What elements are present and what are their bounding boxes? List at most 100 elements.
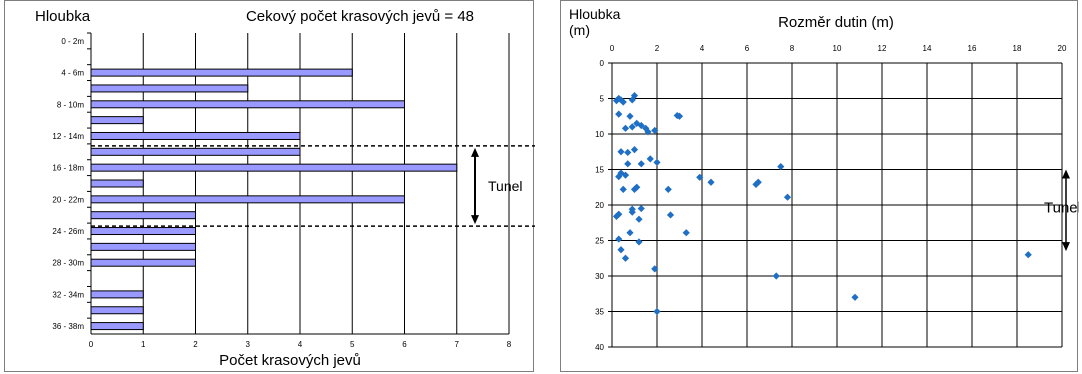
y-tick-label: 15 [595, 166, 604, 175]
bar [90, 195, 405, 204]
data-point [624, 148, 632, 157]
x-tick-label: 12 [878, 44, 887, 53]
data-point [664, 185, 672, 193]
x-tick-label: 18 [1013, 44, 1022, 53]
chart-title: Rozměr dutin (m) [778, 14, 894, 31]
bar [90, 290, 144, 299]
y-tick-label: 5 [600, 95, 605, 104]
y-tick-label: 30 [595, 272, 604, 281]
data-point [619, 98, 627, 106]
y-axis-label: Hloubka [35, 8, 91, 25]
x-tick-label: 8 [507, 340, 512, 349]
data-point [682, 229, 690, 237]
y-tick-label: 20 [595, 201, 604, 210]
bar [90, 322, 144, 331]
data-point [696, 173, 704, 181]
data-point [637, 160, 645, 168]
data-point [1024, 251, 1032, 259]
data-point [772, 272, 780, 280]
data-point [626, 229, 634, 237]
data-point [644, 128, 652, 136]
bar-chart: Hloubka Cekový počet krasových jevů = 48 0… [35, 8, 535, 369]
data-point [612, 212, 621, 220]
data-point [633, 183, 641, 191]
y-axis-label-line1: Hloubka [569, 6, 621, 22]
data-point [621, 124, 630, 132]
bar [90, 242, 196, 251]
scatter-chart-panel: Hloubka (m) Rozměr dutin (m) 0 2 4 6 8 10 12 14 16 1… [560, 0, 1079, 372]
data-point [851, 293, 859, 301]
category-label: 8 - 10m [57, 100, 84, 109]
x-tick-label: 8 [790, 44, 795, 53]
data-point [653, 158, 661, 166]
x-tick-label: 20 [1058, 44, 1067, 53]
data-point [777, 163, 785, 171]
bar [90, 116, 144, 125]
data-point [651, 265, 659, 273]
data-point [628, 123, 636, 131]
data-point [615, 110, 623, 118]
data-point [783, 193, 792, 201]
data-point [617, 148, 625, 156]
tunnel-label: Tunel [488, 178, 523, 194]
data-point [635, 238, 643, 246]
x-tick-label: 10 [833, 44, 842, 53]
y-axis-label-line2: (m) [569, 22, 590, 38]
y-tick-label: 0 [600, 59, 605, 68]
x-tick-label: 0 [89, 340, 94, 349]
data-point [630, 146, 639, 154]
data-point [635, 215, 643, 223]
data-point [666, 211, 675, 219]
data-point [637, 121, 645, 130]
bar [90, 147, 301, 156]
data-point [637, 204, 645, 213]
x-tick-label: 4 [700, 44, 705, 53]
y-tick-label: 35 [595, 308, 604, 317]
category-label: 0 - 2m [61, 37, 84, 46]
x-tick-label: 2 [193, 340, 198, 349]
x-tick-label: 4 [298, 340, 303, 349]
data-point [624, 160, 632, 168]
y-tick-label: 25 [595, 237, 604, 246]
bar [90, 179, 144, 188]
data-point [626, 112, 634, 120]
category-label: 36 - 38m [52, 322, 84, 331]
bar [90, 227, 196, 236]
data-point [615, 235, 623, 243]
bar [90, 163, 458, 172]
bar-chart-panel: Hloubka Cekový počet krasových jevů = 48 0… [4, 0, 535, 372]
category-label: 4 - 6m [61, 69, 84, 78]
data-point [653, 307, 661, 316]
x-axis-label: Počet krasových jevů [219, 352, 361, 369]
bar [90, 211, 196, 220]
x-tick-label: 14 [923, 44, 932, 53]
data-point [628, 96, 636, 104]
bar [90, 68, 353, 77]
x-tick-label: 6 [402, 340, 407, 349]
bar [90, 258, 196, 267]
y-tick-label: 10 [595, 130, 604, 139]
data-point [615, 173, 623, 181]
category-label: 20 - 22m [52, 195, 84, 204]
bar [90, 131, 301, 140]
category-label: 24 - 26m [52, 227, 84, 236]
chart-title: Cekový počet krasových jevů = 48 [246, 8, 474, 25]
data-point [619, 185, 627, 193]
data-point [621, 254, 630, 262]
x-tick-label: 2 [655, 44, 660, 53]
y-tick-label: 40 [595, 343, 604, 352]
x-tick-label: 7 [455, 340, 460, 349]
x-tick-label: 1 [141, 340, 146, 349]
data-point [707, 178, 715, 186]
tunnel-label: Tunel [1044, 199, 1079, 216]
bar [90, 306, 144, 315]
x-tick-label: 16 [968, 44, 977, 53]
data-point [651, 126, 659, 135]
data-point [646, 155, 654, 163]
data-point [675, 112, 684, 120]
category-label: 16 - 18m [52, 164, 84, 173]
bar [90, 84, 249, 93]
data-point [628, 208, 636, 216]
tunnel-arrow [471, 147, 479, 225]
bar [90, 100, 405, 109]
